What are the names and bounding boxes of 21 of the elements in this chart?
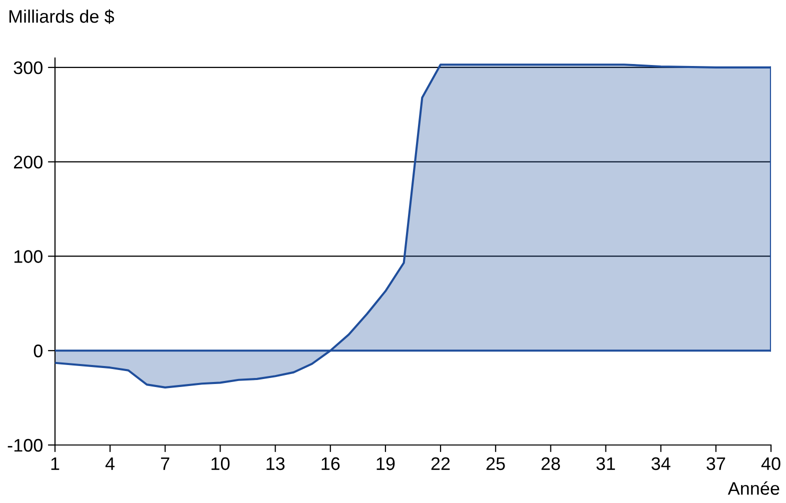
x-tick-label: 31 (596, 457, 615, 470)
y-tick-label: 300 (14, 61, 42, 74)
y-axis-title: Milliards de $ (9, 9, 114, 24)
x-tick-label: 40 (761, 457, 780, 470)
x-tick-label: 10 (212, 457, 230, 470)
y-tick-label: 0 (34, 344, 42, 358)
y-tick-label: -100 (8, 438, 42, 452)
y-tick-label: 200 (14, 156, 42, 169)
y-tick-label: 100 (14, 250, 42, 263)
x-tick-label: 4 (105, 457, 115, 470)
x-tick-label: 13 (266, 457, 285, 470)
x-tick-label: 16 (322, 457, 340, 470)
x-tick-label: 37 (706, 457, 726, 470)
x-tick-label: 22 (431, 457, 450, 470)
x-tick-label: 34 (651, 457, 670, 470)
x-tick-label: 25 (486, 457, 505, 470)
x-tick-label: 19 (376, 457, 395, 470)
x-tick-label: 7 (161, 457, 170, 470)
x-tick-label: 28 (542, 457, 560, 470)
x-axis-title: Année (728, 481, 780, 495)
x-tick-label: 1 (51, 457, 60, 470)
